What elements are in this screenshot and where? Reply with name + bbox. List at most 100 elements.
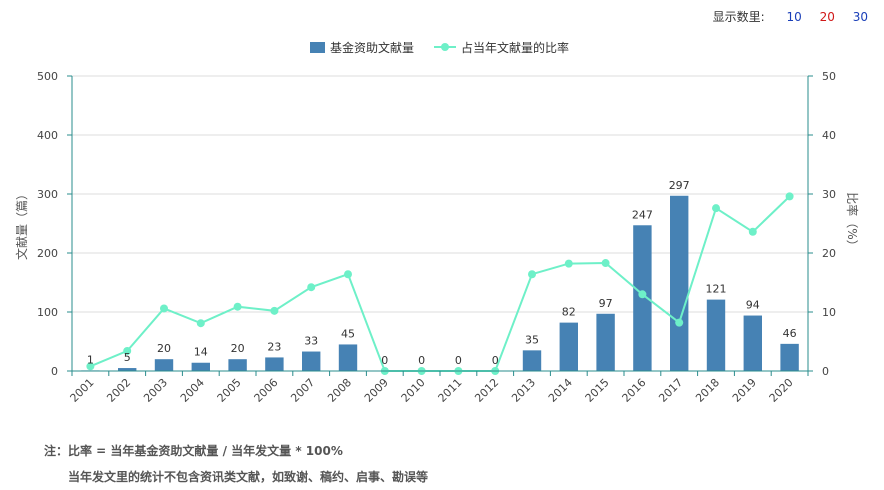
y2-tick-label: 50 bbox=[822, 70, 836, 83]
bar-data-label: 20 bbox=[231, 342, 245, 355]
bar bbox=[780, 343, 799, 371]
ratio-point bbox=[785, 192, 794, 201]
bar-data-label: 14 bbox=[194, 346, 208, 359]
ratio-point bbox=[307, 283, 316, 292]
x-tick-label: 2003 bbox=[141, 376, 170, 405]
note-formula: 注：比率 = 当年基金资助文献量 / 当年发文量 * 100% bbox=[44, 444, 343, 458]
y2-tick-label: 10 bbox=[822, 306, 836, 319]
chart-notes: 注：比率 = 当年基金资助文献量 / 当年发文量 * 100% 当年发文里的统计… bbox=[44, 438, 428, 490]
bar bbox=[228, 359, 247, 371]
bar-data-label: 1 bbox=[87, 353, 94, 366]
bar bbox=[265, 357, 284, 371]
bar bbox=[154, 359, 174, 371]
y-tick-label: 100 bbox=[37, 306, 58, 319]
bar-data-label: 35 bbox=[525, 333, 539, 346]
combo-chart: 基金资助文献量 占当年文献量的比率 0100200300400500010203… bbox=[14, 40, 860, 405]
grid-lines bbox=[72, 75, 808, 313]
bar-data-label: 97 bbox=[599, 297, 613, 310]
note-exclusion: 当年发文里的统计不包含资讯类文献，如致谢、稿约、启事、勘误等 bbox=[68, 470, 429, 484]
x-tick-label: 2012 bbox=[472, 376, 501, 405]
bar-data-label: 121 bbox=[706, 283, 727, 296]
x-tick-label: 2020 bbox=[767, 376, 796, 405]
display-count-selector: 显示数里: 10 20 30 bbox=[713, 8, 868, 25]
ratio-point bbox=[196, 319, 205, 328]
x-tick-label: 2015 bbox=[583, 376, 612, 405]
legend-bar-label[interactable]: 基金资助文献量 bbox=[330, 40, 414, 55]
bar bbox=[670, 195, 689, 371]
x-tick-label: 2018 bbox=[693, 376, 722, 405]
legend-line-label[interactable]: 占当年文献量的比率 bbox=[461, 40, 569, 55]
x-tick-label: 2004 bbox=[178, 376, 207, 405]
display-count-option-10[interactable]: 10 bbox=[786, 10, 802, 24]
y2-axis-title: 比率（%） bbox=[845, 192, 860, 251]
ratio-point bbox=[270, 306, 279, 315]
bar-data-label: 82 bbox=[562, 306, 576, 319]
y-axis-title: 文献量（篇） bbox=[14, 188, 29, 260]
bar-data-label: 0 bbox=[455, 354, 462, 367]
x-tick-label: 2007 bbox=[288, 376, 317, 405]
bar-data-label: 247 bbox=[632, 208, 653, 221]
bar bbox=[522, 350, 542, 371]
bar-data-label: 5 bbox=[124, 351, 131, 364]
bar bbox=[596, 313, 615, 371]
x-tick-label: 2017 bbox=[656, 376, 685, 405]
bar-data-label: 20 bbox=[157, 342, 171, 355]
ratio-point bbox=[86, 362, 95, 371]
y-tick-label: 200 bbox=[37, 247, 58, 260]
x-tick-label: 2019 bbox=[730, 376, 759, 405]
x-tick-label: 2014 bbox=[546, 376, 575, 405]
bar-data-label: 23 bbox=[267, 340, 281, 353]
x-tick-label: 2005 bbox=[215, 376, 244, 405]
bar-data-label: 45 bbox=[341, 327, 355, 340]
chart-legend[interactable]: 基金资助文献量 占当年文献量的比率 bbox=[310, 40, 569, 55]
legend-line-marker bbox=[441, 43, 449, 51]
display-count-label: 显示数里: bbox=[712, 10, 765, 24]
bar bbox=[706, 299, 726, 371]
bar bbox=[338, 344, 358, 371]
bar bbox=[559, 322, 578, 371]
y2-tick-label: 30 bbox=[822, 188, 836, 201]
bar-data-label: 33 bbox=[304, 335, 318, 348]
bar-data-label: 0 bbox=[381, 354, 388, 367]
x-tick-label: 2001 bbox=[68, 376, 97, 405]
ratio-point bbox=[344, 270, 352, 279]
x-tick-label: 2016 bbox=[620, 376, 649, 405]
y-tick-label: 400 bbox=[37, 129, 58, 142]
legend-bar-swatch bbox=[310, 42, 325, 53]
bar-data-label: 94 bbox=[746, 299, 760, 312]
ratio-point bbox=[564, 259, 573, 268]
ratio-point bbox=[160, 304, 168, 313]
ratio-point bbox=[528, 270, 536, 279]
ratio-point bbox=[638, 290, 647, 299]
bar-data-label: 0 bbox=[418, 354, 425, 367]
ratio-point bbox=[123, 346, 132, 355]
ratio-point bbox=[712, 204, 720, 213]
y2-tick-label: 40 bbox=[822, 129, 836, 142]
data-labels: 1 5 20 14 20 23 33 45 0 0 0 0 35 82 97 247 297 121 94 46 bbox=[87, 179, 797, 367]
ratio-point bbox=[675, 318, 684, 327]
x-tick-label: 2008 bbox=[325, 376, 354, 405]
bar bbox=[191, 362, 210, 371]
ratio-point bbox=[748, 227, 757, 236]
bar-data-label: 0 bbox=[492, 354, 499, 367]
display-count-option-30[interactable]: 30 bbox=[852, 10, 868, 24]
ratio-point bbox=[601, 259, 610, 268]
bar bbox=[118, 368, 137, 371]
x-tick-label: 2010 bbox=[399, 376, 428, 405]
x-tick-label: 2002 bbox=[104, 376, 133, 405]
y-tick-label: 500 bbox=[37, 70, 58, 83]
y-tick-label: 300 bbox=[37, 188, 58, 201]
display-count-option-20[interactable]: 20 bbox=[819, 10, 835, 24]
bar-data-label: 297 bbox=[669, 179, 690, 192]
y2-tick-label: 20 bbox=[822, 247, 836, 260]
y2-tick-label: 0 bbox=[822, 365, 829, 378]
bar bbox=[302, 351, 321, 371]
x-tick-label: 2009 bbox=[362, 376, 391, 405]
ratio-point bbox=[233, 302, 242, 311]
x-tick-label: 2013 bbox=[509, 376, 538, 405]
y-tick-label: 0 bbox=[51, 365, 58, 378]
x-tick-label: 2011 bbox=[436, 376, 465, 405]
bar bbox=[743, 315, 762, 371]
bar-data-label: 46 bbox=[783, 327, 797, 340]
x-tick-label: 2006 bbox=[252, 376, 281, 405]
